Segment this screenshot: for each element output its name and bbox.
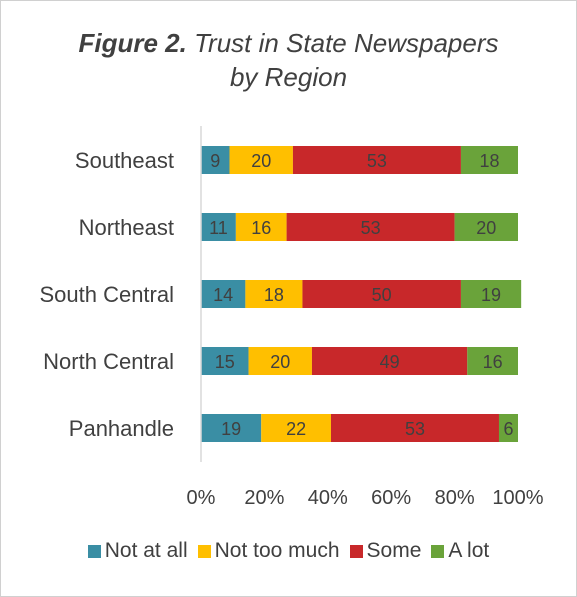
bar-segment [248,347,312,375]
legend-swatch [197,544,211,558]
data-label: 16 [251,218,271,238]
legend-label: Some [366,539,422,562]
bars-group: 9 20 53 18 11 16 53 20 14 18 50 19 15 20 49 16 19 22 53 6 [201,146,522,442]
data-label: 20 [251,151,271,171]
chart-title-prefix: Figure 2. [78,28,187,58]
data-label: 20 [270,352,290,372]
legend-label: A lot [448,539,490,562]
chart-title: Figure 2. Trust in State Newspapers by R… [0,26,577,94]
legend: Not at all Not too much Some A lot [0,539,577,563]
category-labels: Southeast Northeast South Central North Cen… [39,148,174,441]
legend-swatch [87,544,101,558]
legend-swatch [431,544,445,558]
bar-segment [454,213,518,241]
category-label: Northeast [79,215,174,240]
data-label: 53 [361,218,381,238]
data-label: 20 [476,218,496,238]
data-label: 18 [479,151,499,171]
data-label: 53 [405,419,425,439]
legend-item: A lot [431,539,489,563]
bar-segment [330,414,499,442]
bar-segment [229,146,293,174]
bar-segment [467,347,518,375]
data-label: 14 [213,285,233,305]
bar-segment [201,414,262,442]
category-label: North Central [43,349,174,374]
data-label: 9 [210,151,220,171]
bar-segment [460,146,518,174]
bar-segment [201,347,249,375]
data-label: 19 [481,285,501,305]
data-label: 16 [483,352,503,372]
category-label: South Central [39,282,174,307]
bar-segment [311,347,468,375]
category-label: Panhandle [69,416,174,441]
bar-segment [261,414,331,442]
data-label: 22 [286,419,306,439]
chart-title-line1: Trust in State Newspapers [194,28,499,58]
data-label: 53 [367,151,387,171]
legend-label: Not at all [104,539,188,562]
x-tick-label: 40% [308,487,348,509]
x-tick-label: 60% [371,487,411,509]
x-tick-labels: 0% 20% 40% 60% 80% 100% [187,487,544,509]
bar-segment [286,213,455,241]
bar-segment [245,280,303,308]
data-label: 15 [215,352,235,372]
x-tick-label: 80% [435,487,475,509]
bar-segment [201,146,230,174]
data-label: 19 [221,419,241,439]
bar-segment [201,280,246,308]
bar-segment [235,213,287,241]
legend-item: Some [349,539,422,563]
category-label: Southeast [75,148,174,173]
data-label: 11 [209,218,228,238]
bar-segment [460,280,522,308]
chart-title-line2: by Region [229,62,348,92]
bar-segment [201,213,236,241]
legend-swatch [349,544,363,558]
bar-segment [498,414,518,442]
data-label: 18 [264,285,284,305]
bar-segment [302,280,461,308]
x-tick-label: 100% [492,487,543,509]
data-label: 49 [380,352,400,372]
legend-item: Not too much [197,539,340,563]
x-tick-label: 0% [187,487,216,509]
data-label: 50 [372,285,392,305]
legend-item: Not at all [87,539,188,563]
data-label: 6 [503,419,513,439]
bar-segment [292,146,461,174]
legend-label: Not too much [214,539,340,562]
x-tick-label: 20% [244,487,284,509]
